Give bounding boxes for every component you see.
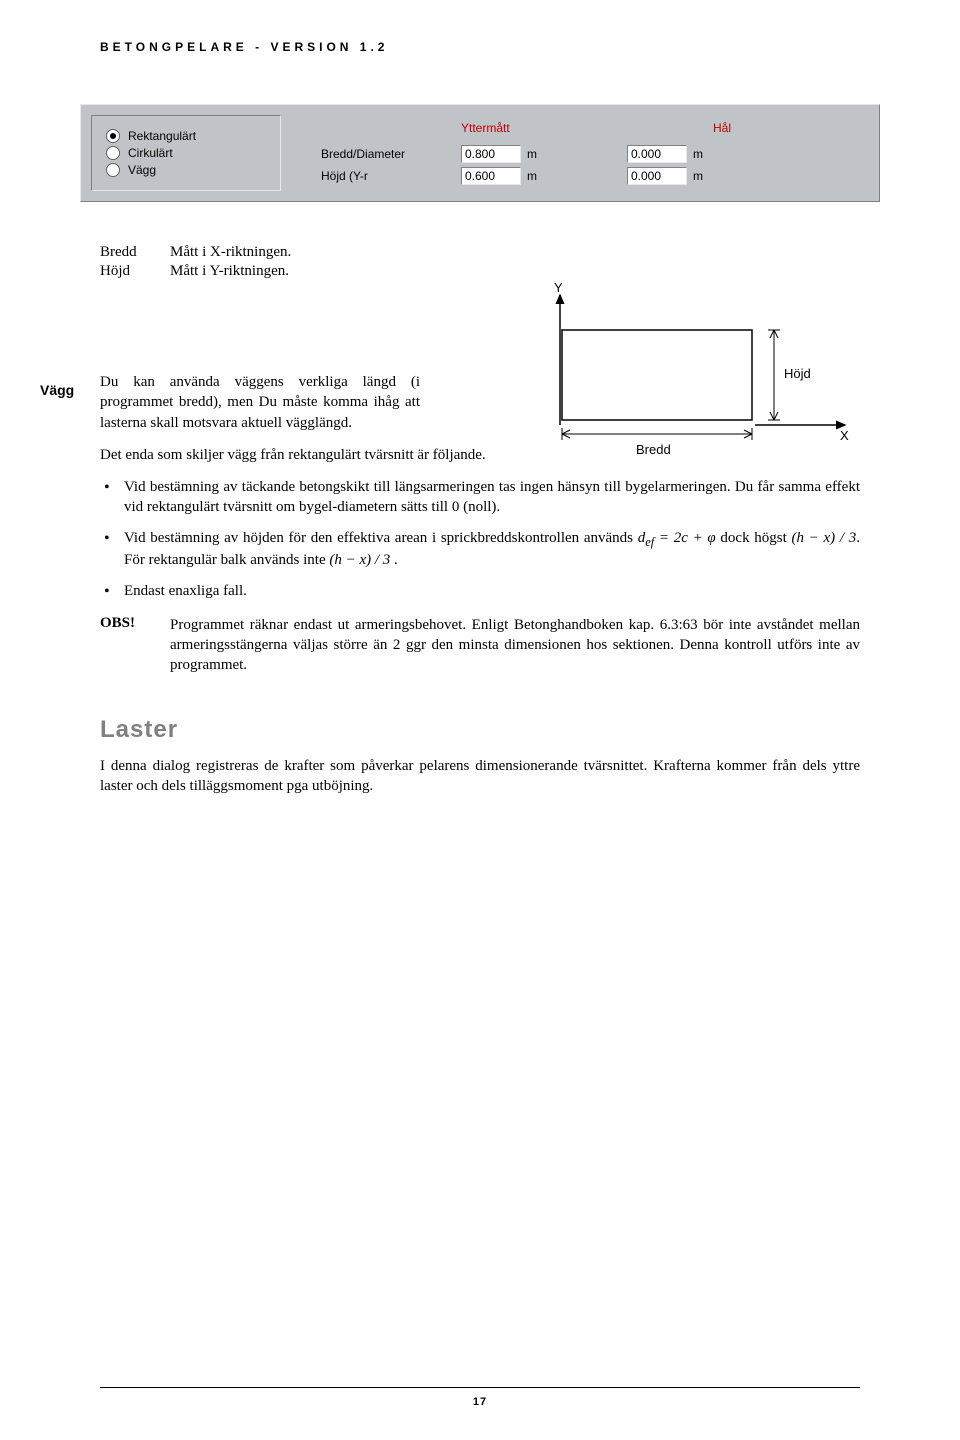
def-key-hojd: Höjd: [100, 263, 170, 280]
def-val-bredd: Mått i X-riktningen.: [170, 244, 291, 261]
diagram-x-label: X: [840, 428, 849, 443]
bullet-item: Vid bestämning av höjden för den effekti…: [100, 528, 860, 571]
radio-rektangulart[interactable]: Rektangulärt: [106, 129, 266, 143]
header-hal: Hål: [611, 121, 731, 135]
radio-icon: [106, 163, 120, 177]
radio-vagg[interactable]: Vägg: [106, 163, 266, 177]
dimensions-section: Yttermått Hål Bredd/Diameter m m Höjd (Y…: [281, 115, 869, 191]
diagram-hojd-label: Höjd: [784, 366, 811, 381]
label-hojd: Höjd (Y-r: [321, 169, 461, 183]
side-label-vagg: Vägg: [40, 242, 100, 808]
input-hojd-yttermatt[interactable]: [461, 167, 521, 185]
definition-list: Bredd Mått i X-riktningen. Höjd Mått i Y…: [100, 244, 860, 280]
shape-radio-group: Rektangulärt Cirkulärt Vägg: [91, 115, 281, 191]
page-header: BETONGPELARE - VERSION 1.2: [100, 40, 860, 54]
obs-note: OBS! Programmet räknar endast ut armerin…: [100, 615, 860, 676]
radio-label: Vägg: [128, 163, 156, 177]
def-key-bredd: Bredd: [100, 244, 170, 261]
unit-label: m: [521, 147, 587, 161]
label-bredd-diameter: Bredd/Diameter: [321, 147, 461, 161]
obs-label: OBS!: [100, 615, 170, 676]
def-val-hojd: Mått i Y-riktningen.: [170, 263, 289, 280]
radio-label: Rektangulärt: [128, 129, 196, 143]
header-yttermatt: Yttermått: [461, 121, 611, 135]
bullet-item: Vid bestämning av täckande betongskikt t…: [100, 477, 860, 518]
page-number: 17: [473, 1396, 487, 1408]
radio-icon: [106, 146, 120, 160]
diagram-y-label: Y: [554, 280, 563, 295]
input-bredd-hal[interactable]: [627, 145, 687, 163]
radio-label: Cirkulärt: [128, 146, 173, 160]
unit-label: m: [687, 147, 753, 161]
page-footer: 17: [0, 1387, 960, 1410]
unit-label: m: [521, 169, 587, 183]
paragraph-laster: I denna dialog registreras de krafter so…: [100, 756, 860, 797]
radio-cirkulart[interactable]: Cirkulärt: [106, 146, 266, 160]
radio-icon: [106, 129, 120, 143]
heading-laster: Laster: [100, 716, 860, 744]
input-hojd-hal[interactable]: [627, 167, 687, 185]
obs-text: Programmet räknar endast ut armeringsbeh…: [170, 615, 860, 676]
unit-label: m: [687, 169, 753, 183]
diagram-bredd-label: Bredd: [636, 442, 671, 457]
input-bredd-yttermatt[interactable]: [461, 145, 521, 163]
dialog-panel: Rektangulärt Cirkulärt Vägg Yttermått Hå…: [80, 104, 880, 202]
bullet-item: Endast enaxliga fall.: [100, 581, 860, 601]
bullet-list: Vid bestämning av täckande betongskikt t…: [100, 477, 860, 601]
paragraph-vagg-intro: Du kan använda väggens verkliga längd (i…: [100, 372, 420, 433]
cross-section-diagram: Y X Höjd Bredd: [520, 280, 860, 490]
